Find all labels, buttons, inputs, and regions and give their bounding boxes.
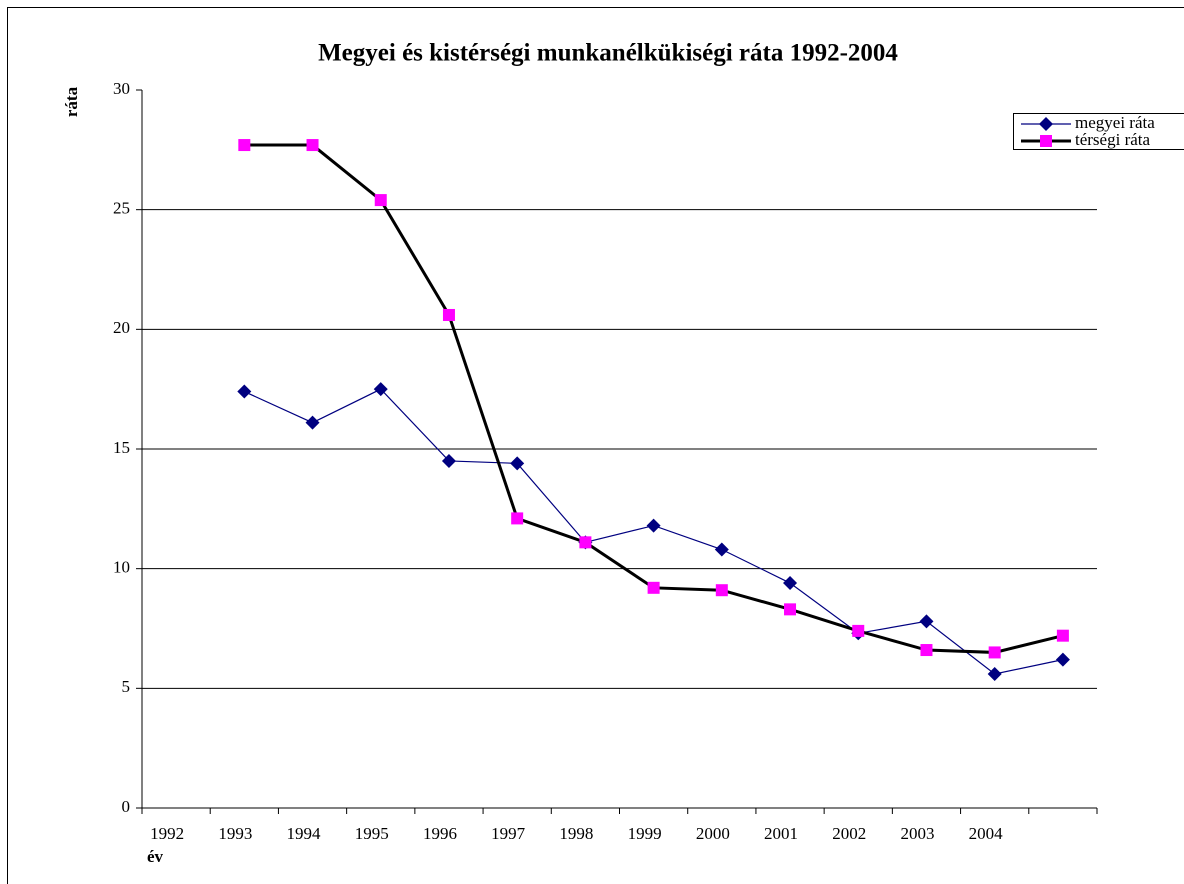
data-point: [852, 624, 865, 637]
x-tick-label: 1996: [423, 824, 457, 843]
y-tick-label: 25: [113, 199, 130, 218]
data-point: [714, 542, 729, 557]
y-tick-label: 30: [113, 79, 130, 98]
data-point: [1055, 652, 1070, 667]
y-tick-label: 0: [122, 797, 131, 816]
data-point: [919, 614, 934, 629]
data-point: [511, 512, 524, 525]
x-tick-label: 2001: [764, 824, 798, 843]
legend-marker: [1040, 135, 1052, 147]
x-tick-label: 1992: [150, 824, 184, 843]
x-tick-label: 1995: [355, 824, 389, 843]
x-tick-label: 2000: [696, 824, 730, 843]
y-axis-label: ráta: [62, 86, 81, 117]
data-point: [647, 581, 660, 594]
x-tick-label: 1998: [559, 824, 593, 843]
x-tick-label: 1997: [491, 824, 526, 843]
data-point: [646, 518, 661, 533]
data-point: [783, 576, 798, 591]
chart-title: Megyei és kistérségi munkanélkükiségi rá…: [318, 40, 898, 67]
y-tick-label: 10: [113, 558, 130, 577]
data-point: [442, 308, 455, 321]
data-point: [1056, 629, 1069, 642]
x-tick-label: 1999: [628, 824, 662, 843]
x-axis-label: év: [147, 847, 164, 866]
x-tick-label: 1994: [287, 824, 322, 843]
data-point: [441, 453, 456, 468]
y-tick-label: 15: [113, 438, 130, 457]
data-point: [715, 584, 728, 597]
data-point: [988, 646, 1001, 659]
data-point: [920, 644, 933, 657]
data-point: [784, 603, 797, 616]
data-point: [510, 456, 525, 471]
x-tick-label: 2004: [969, 824, 1004, 843]
data-point: [987, 666, 1002, 681]
legend-label: megyei ráta: [1075, 113, 1155, 132]
y-tick-label: 20: [113, 318, 130, 337]
x-tick-label: 2002: [832, 824, 866, 843]
chart-border: [7, 7, 1184, 884]
legend-label: térségi ráta: [1075, 130, 1150, 149]
data-point: [373, 382, 388, 397]
x-tick-label: 2003: [900, 824, 934, 843]
data-point: [305, 415, 320, 430]
y-tick-label: 5: [122, 677, 131, 696]
legend-marker: [1039, 117, 1053, 131]
x-tick-label: 1993: [218, 824, 252, 843]
data-point: [374, 194, 387, 207]
data-point: [238, 139, 251, 152]
data-point: [237, 384, 252, 399]
data-point: [579, 536, 592, 549]
data-point: [306, 139, 319, 152]
